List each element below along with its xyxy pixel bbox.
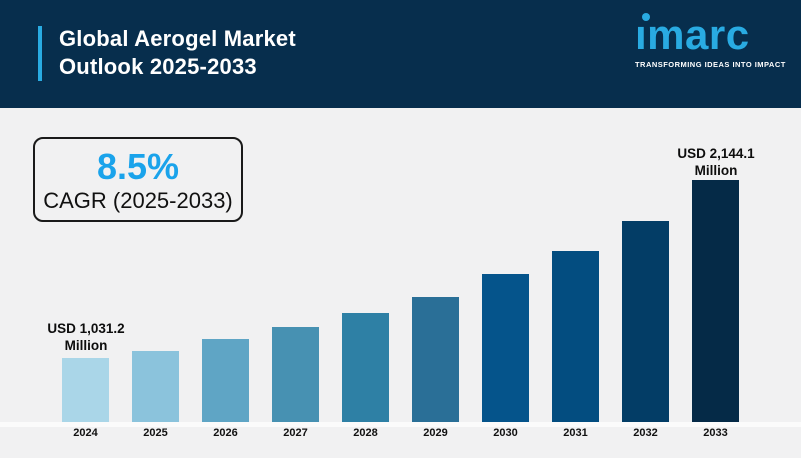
bar-2031 [552,251,599,422]
header: Global Aerogel Market Outlook 2025-2033 … [0,0,801,108]
bar-2030 [482,274,529,422]
last-bar-value-label: USD 2,144.1 Million [677,145,754,179]
bar-2024 [62,358,109,422]
last-bar-value-line1: USD 2,144.1 [677,146,755,161]
bar-2025 [132,351,179,422]
bar-2028 [342,313,389,422]
bar-2029 [412,297,459,422]
cagr-callout-box: 8.5% CAGR (2025-2033) [33,137,243,222]
imarc-logo-tagline: TRANSFORMING IDEAS INTO IMPACT [635,60,786,69]
bar-2026 [202,339,249,422]
x-axis-label-2027: 2027 [283,427,308,439]
first-bar-value-label: USD 1,031.2 Million [47,320,124,354]
cagr-value: 8.5% [96,146,180,187]
title-accent-bar [38,26,42,81]
x-axis-label-2029: 2029 [423,427,448,439]
x-axis-label-2024: 2024 [73,427,98,439]
imarc-logo: ımarc TRANSFORMING IDEAS INTO IMPACT [635,12,786,70]
bar-2033 [692,180,739,422]
chart-baseline [0,422,801,427]
x-axis-label-2031: 2031 [563,427,588,439]
imarc-logo-wordmark: ımarc [635,12,781,58]
x-axis-label-2032: 2032 [633,427,658,439]
last-bar-value-line2: Million [694,163,738,178]
bar-2027 [272,327,319,422]
x-axis-label-2033: 2033 [703,427,728,439]
first-bar-value-line1: USD 1,031.2 [47,321,125,336]
page-title: Global Aerogel Market Outlook 2025-2033 [59,25,296,81]
x-axis-label-2026: 2026 [213,427,238,439]
first-bar-value-line2: Million [64,338,108,353]
x-axis-label-2025: 2025 [143,427,168,439]
page-title-line1: Global Aerogel Market [59,26,296,51]
bar-chart: 2024 2025 2026 2027 2028 2029 2030 2031 2032 2033… [0,108,801,458]
imarc-logo-dot-icon [642,13,650,21]
x-axis-label-2030: 2030 [493,427,518,439]
bar-2032 [622,221,669,422]
cagr-label: CAGR (2025-2033) [43,188,233,213]
page-title-line2: Outlook 2025-2033 [59,54,257,79]
imarc-logo-text: ımarc [635,11,750,58]
x-axis-label-2028: 2028 [353,427,378,439]
